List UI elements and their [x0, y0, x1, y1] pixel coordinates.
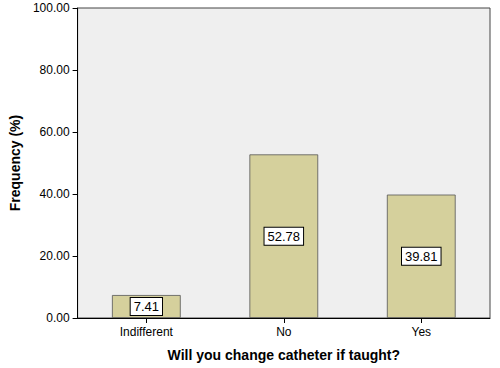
svg-text:80.00: 80.00 [40, 63, 70, 77]
svg-text:No: No [276, 325, 292, 339]
svg-text:100.00: 100.00 [33, 1, 70, 15]
svg-text:39.81: 39.81 [405, 249, 438, 264]
svg-text:60.00: 60.00 [40, 125, 70, 139]
svg-text:7.41: 7.41 [134, 299, 159, 314]
svg-text:Yes: Yes [411, 325, 431, 339]
svg-text:Indifferent: Indifferent [120, 325, 174, 339]
svg-text:Frequency (%): Frequency (%) [7, 115, 23, 211]
svg-text:40.00: 40.00 [40, 187, 70, 201]
svg-text:52.78: 52.78 [268, 229, 301, 244]
svg-text:0.00: 0.00 [46, 311, 70, 325]
svg-text:Will you change catheter if ta: Will you change catheter if taught? [168, 347, 400, 363]
svg-text:20.00: 20.00 [40, 249, 70, 263]
